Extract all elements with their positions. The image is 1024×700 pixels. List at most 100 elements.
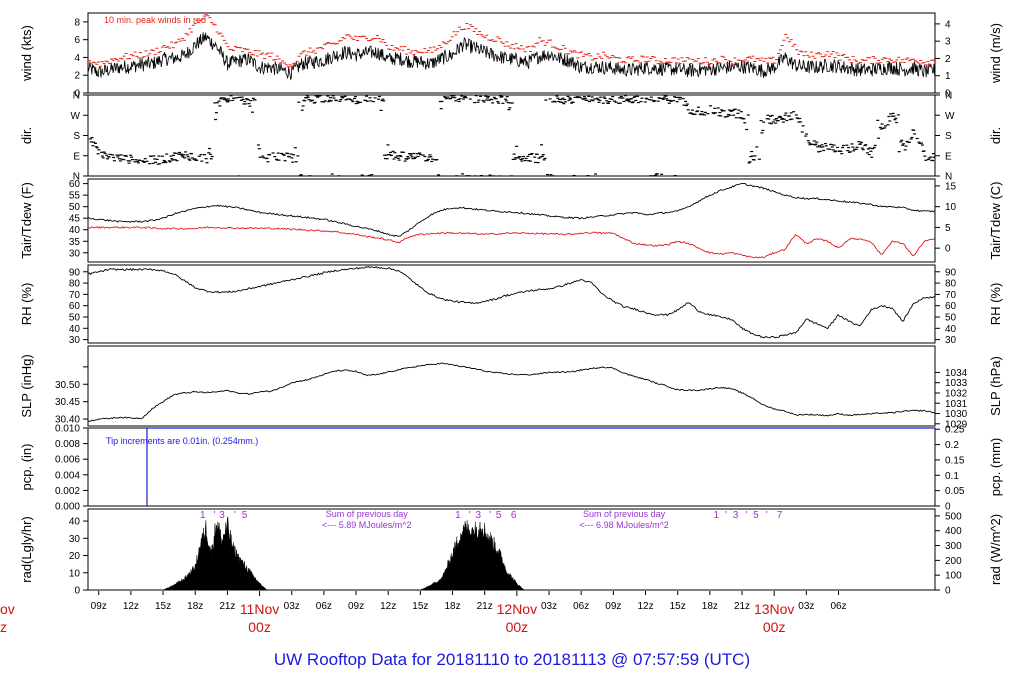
direction-point bbox=[755, 146, 759, 148]
direction-point bbox=[892, 115, 896, 117]
x-tick-label: 21z bbox=[219, 601, 235, 612]
direction-point bbox=[806, 140, 810, 142]
direction-point bbox=[355, 100, 359, 102]
y-tick-label-right: 1033 bbox=[945, 378, 968, 389]
direction-point bbox=[917, 141, 921, 143]
panel-plot-area bbox=[88, 428, 935, 506]
direction-point bbox=[124, 154, 128, 157]
direction-point bbox=[185, 154, 189, 156]
radiation-annotation: <--- 6.98 MJoules/m^2 bbox=[579, 520, 669, 530]
direction-point bbox=[698, 113, 702, 115]
x-day-label: 11Nov bbox=[240, 601, 279, 617]
y-tick-label-left: 0 bbox=[74, 89, 80, 100]
direction-point bbox=[202, 154, 206, 156]
direction-point bbox=[266, 161, 270, 163]
hour-marker: ' bbox=[745, 510, 747, 521]
direction-point bbox=[719, 115, 723, 117]
direction-point bbox=[452, 95, 456, 97]
direction-point bbox=[901, 144, 905, 146]
direction-point bbox=[190, 157, 194, 159]
direction-point bbox=[773, 119, 777, 121]
direction-point bbox=[833, 151, 837, 153]
direction-point bbox=[626, 100, 630, 102]
direction-point bbox=[894, 117, 898, 119]
direction-point bbox=[590, 96, 594, 98]
hour-marker: ' bbox=[725, 510, 727, 521]
direction-point bbox=[392, 158, 396, 160]
direction-point bbox=[344, 99, 348, 101]
direction-point bbox=[839, 150, 843, 152]
direction-point bbox=[832, 144, 836, 146]
y-tick-label-left: 60 bbox=[69, 179, 81, 190]
direction-point bbox=[360, 174, 364, 176]
direction-point bbox=[498, 95, 502, 97]
y-axis-label-left: rad(Lgly/hr) bbox=[19, 516, 34, 582]
direction-point bbox=[861, 149, 865, 151]
y-tick-label-right: 60 bbox=[945, 301, 957, 312]
direction-point bbox=[591, 100, 595, 102]
direction-point bbox=[273, 155, 277, 158]
direction-point bbox=[461, 173, 465, 175]
direction-point bbox=[739, 111, 743, 113]
direction-point bbox=[354, 102, 358, 105]
direction-point bbox=[327, 101, 331, 103]
direction-point bbox=[808, 144, 812, 146]
direction-point bbox=[396, 157, 400, 159]
direction-point bbox=[597, 101, 601, 103]
y-tick-label-left: 0.002 bbox=[55, 486, 80, 497]
direction-point bbox=[631, 101, 635, 103]
panel-frame bbox=[87, 345, 936, 427]
direction-point bbox=[927, 157, 931, 159]
direction-point bbox=[223, 97, 227, 99]
direction-point bbox=[660, 173, 664, 175]
direction-point bbox=[256, 144, 260, 146]
direction-point bbox=[222, 98, 226, 101]
direction-point bbox=[706, 113, 710, 115]
time-axis: 09z 12z 15z 18z 21z 03z 06z 09z 12z 15z 18z 21z 03z 0… bbox=[0, 591, 847, 635]
y-tick-label-left: 40 bbox=[69, 517, 81, 528]
direction-point bbox=[503, 98, 507, 100]
direction-point bbox=[817, 151, 821, 153]
direction-point bbox=[353, 97, 357, 100]
y-tick-label-right: 2 bbox=[945, 54, 951, 65]
direction-point bbox=[382, 100, 386, 102]
direction-point bbox=[599, 96, 603, 98]
direction-point bbox=[108, 153, 112, 155]
direction-point bbox=[102, 151, 106, 153]
panel-wind: 0 2 4 6 8 wind (kts) wind (m/s) 0 1 2 3 4 10 min. pe… bbox=[19, 12, 1003, 100]
panel-plot-area bbox=[88, 362, 935, 422]
direction-point bbox=[292, 154, 296, 156]
direction-point bbox=[588, 100, 592, 103]
direction-point bbox=[474, 95, 478, 97]
direction-point bbox=[479, 174, 483, 176]
direction-point bbox=[100, 155, 104, 157]
direction-point bbox=[208, 147, 212, 150]
direction-point bbox=[732, 114, 736, 116]
panel-frame bbox=[87, 94, 936, 177]
direction-point bbox=[872, 146, 876, 149]
precip-annotation: Tip increments are 0.01in. (0.254mm.) bbox=[106, 436, 258, 446]
direction-point bbox=[340, 96, 344, 98]
direction-point bbox=[381, 98, 385, 100]
y-tick-label-left: 30 bbox=[69, 248, 81, 259]
direction-point bbox=[812, 140, 816, 142]
direction-point bbox=[346, 98, 350, 100]
direction-point bbox=[883, 127, 887, 129]
direction-point bbox=[170, 158, 174, 160]
direction-point bbox=[262, 157, 266, 159]
direction-point bbox=[250, 111, 254, 113]
direction-point bbox=[208, 153, 212, 155]
direction-point bbox=[415, 153, 419, 155]
y-axis-label-left: pcp. (in) bbox=[19, 444, 34, 491]
x-tick-label: 15z bbox=[412, 601, 428, 612]
y-tick-label-right: 50 bbox=[945, 313, 957, 324]
direction-point bbox=[677, 96, 681, 98]
direction-point bbox=[729, 110, 733, 112]
direction-point bbox=[514, 157, 518, 159]
direction-point bbox=[482, 101, 486, 103]
direction-point bbox=[389, 151, 393, 154]
direction-point bbox=[205, 162, 209, 164]
direction-point bbox=[536, 161, 540, 164]
direction-point bbox=[224, 99, 228, 101]
direction-point bbox=[409, 154, 413, 156]
